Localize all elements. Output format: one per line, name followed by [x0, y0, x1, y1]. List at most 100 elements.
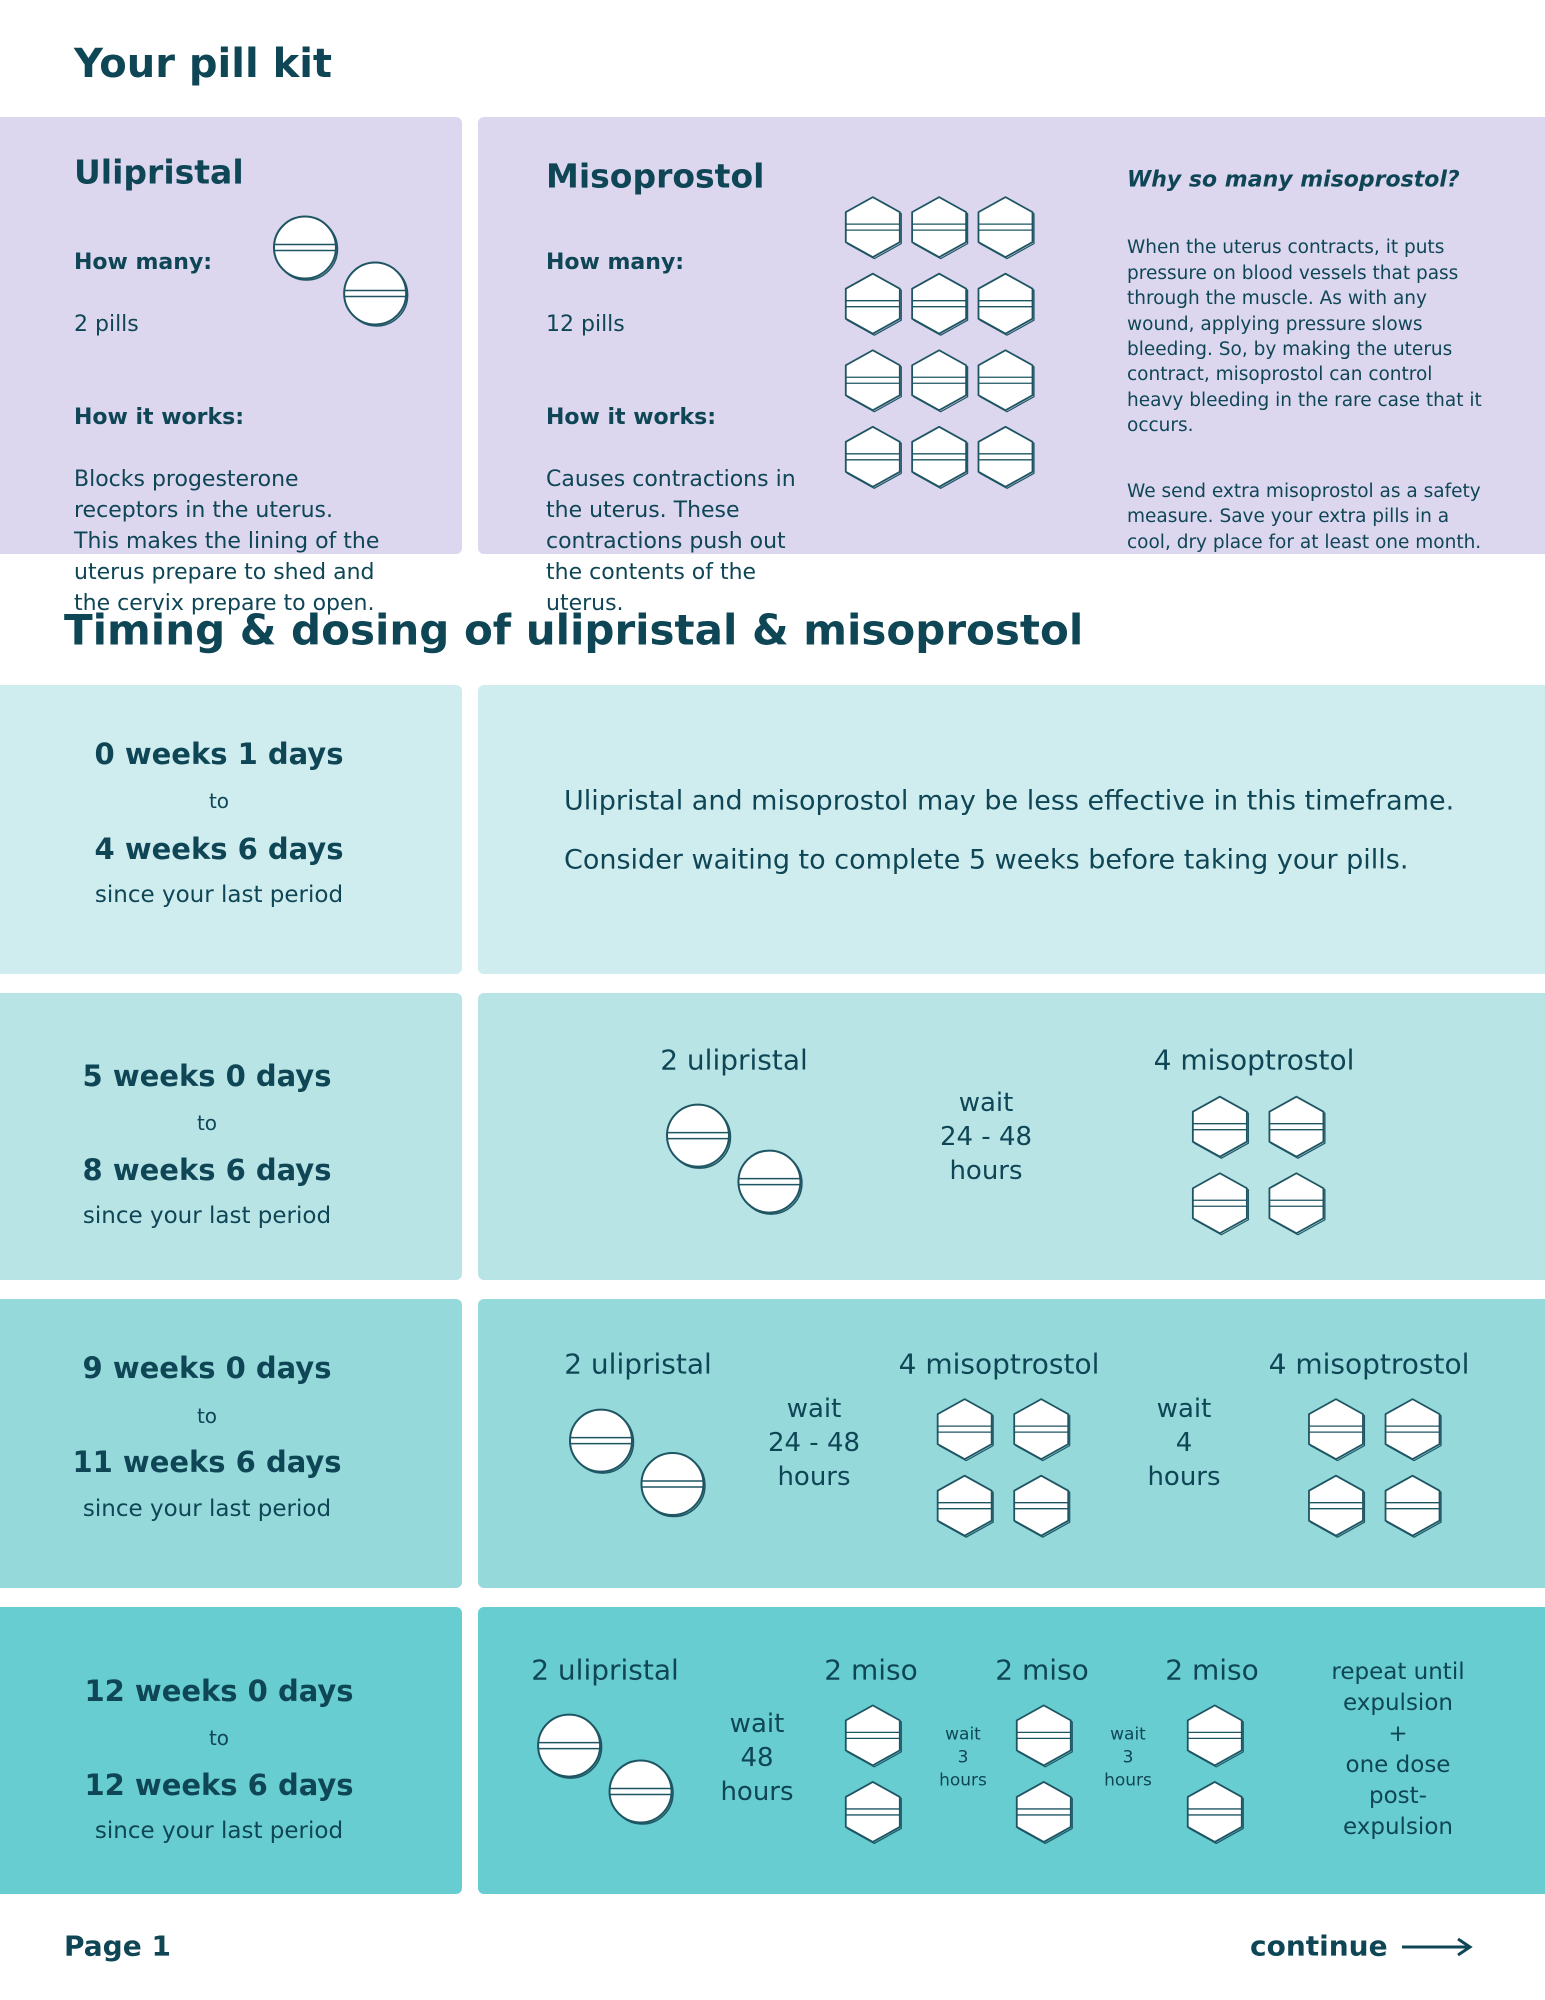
row-cell — [478, 685, 1545, 974]
round-pill — [568, 1408, 635, 1474]
pill-part — [1384, 1398, 1441, 1461]
pill-part — [665, 1103, 730, 1168]
pill-part — [911, 272, 968, 335]
hex-pill — [844, 1781, 902, 1845]
hex-pill — [1186, 1781, 1244, 1845]
round-pill — [737, 1149, 803, 1215]
description: Causes contractions in the uterus. These… — [546, 467, 796, 616]
row-cell — [0, 993, 462, 1280]
paragraph: We send extra misoprostol as a safety me… — [1127, 481, 1482, 553]
panel — [0, 117, 462, 554]
paragraph: When the uterus contracts, it puts press… — [1127, 237, 1482, 437]
label: How it works: — [74, 405, 245, 430]
pill-part — [1191, 1172, 1248, 1235]
hex-pill — [1015, 1704, 1073, 1768]
range-start: 9 weeks 0 days — [82, 1351, 332, 1385]
page-title: Your pill kit — [74, 41, 333, 87]
why-title: Why so many misoprostol? — [1127, 167, 1460, 193]
pill-part — [911, 425, 968, 488]
hex-pill — [911, 196, 969, 260]
dose-label: 2 ulipristal — [660, 1043, 808, 1077]
row-cell — [0, 685, 462, 974]
pill-part — [844, 425, 901, 488]
range-note: since your last period — [82, 1203, 332, 1229]
wait: wait 4 hours — [1147, 1394, 1221, 1492]
pill-part — [1015, 1704, 1072, 1767]
pill-part — [844, 1704, 901, 1767]
hex-pill — [844, 425, 902, 489]
pill-part — [1013, 1474, 1070, 1537]
hex-pill — [911, 425, 969, 489]
range-to: to — [208, 1726, 230, 1750]
range-note: since your last period — [94, 882, 344, 908]
pill-part — [608, 1759, 673, 1824]
wait: wait 48 hours — [720, 1709, 794, 1807]
hex-pill — [1384, 1474, 1442, 1538]
hex-pill — [1013, 1398, 1071, 1462]
pill-part — [911, 349, 968, 412]
range-start: 12 weeks 0 days — [84, 1674, 354, 1708]
dose-label: 2 ulipristal — [531, 1653, 679, 1687]
hex-pill — [1013, 1474, 1071, 1538]
label: How many: — [74, 250, 213, 275]
continue-link[interactable]: continue — [1250, 1929, 1388, 1963]
row-cell — [0, 1607, 462, 1894]
round-pill — [272, 215, 339, 281]
pill-part — [1186, 1704, 1243, 1767]
repeat-note: repeat until expulsion + one dose post-e… — [1331, 1659, 1465, 1840]
hex-pill — [844, 196, 902, 260]
hex-pill — [844, 349, 902, 413]
pill-part — [737, 1149, 802, 1214]
wait: wait 3 hours — [1104, 1724, 1152, 1791]
pill-part — [537, 1713, 602, 1778]
round-pill — [343, 261, 409, 327]
pill-part — [1013, 1398, 1070, 1461]
dose-label: 4 misoptrostol — [898, 1347, 1100, 1381]
range-start: 0 weeks 1 days — [94, 737, 344, 771]
range-start: 5 weeks 0 days — [82, 1059, 332, 1093]
drug-name: Misoprostol — [546, 156, 765, 196]
wait: wait 24 - 48 hours — [939, 1088, 1033, 1186]
hex-pill — [936, 1398, 994, 1462]
hex-pill — [911, 349, 969, 413]
drug-info: How many: 2 pills How it works: Blocks p… — [74, 216, 384, 681]
pill-part — [977, 425, 1034, 488]
pill-part — [936, 1474, 993, 1537]
hex-pill — [1191, 1095, 1249, 1159]
pill-part — [844, 349, 901, 412]
range-to: to — [196, 1111, 218, 1135]
range-end: 11 weeks 6 days — [72, 1445, 342, 1479]
pill-part — [1384, 1474, 1441, 1537]
hex-pill — [1308, 1474, 1366, 1538]
hex-pill — [977, 349, 1035, 413]
range-end: 12 weeks 6 days — [84, 1768, 354, 1802]
hex-pill — [1268, 1172, 1326, 1236]
hex-pill — [1268, 1095, 1326, 1159]
hex-pill — [977, 272, 1035, 336]
pill-part — [568, 1408, 633, 1473]
pill-part — [272, 215, 337, 280]
arrow-head[interactable] — [1457, 1937, 1473, 1957]
pill-part — [844, 272, 901, 335]
round-pill — [608, 1759, 674, 1825]
range-end: 8 weeks 6 days — [82, 1153, 332, 1187]
note: Consider waiting to complete 5 weeks bef… — [564, 844, 1409, 876]
drug-info: How many: 12 pills How it works: Causes … — [546, 216, 804, 681]
pill-part — [1186, 1781, 1243, 1843]
note: Ulipristal and misoprostol may be less e… — [564, 785, 1455, 817]
page-number: Page 1 — [64, 1929, 171, 1963]
drug-name: Ulipristal — [74, 152, 244, 192]
dose-label: 2 ulipristal — [564, 1347, 712, 1381]
row-cell — [478, 1607, 1545, 1894]
hex-pill — [1015, 1781, 1073, 1845]
pill-part — [844, 1781, 901, 1843]
pill-part — [1308, 1474, 1364, 1537]
pill-part — [1308, 1398, 1364, 1461]
dose-label: 2 miso — [1165, 1653, 1259, 1687]
label: How it works: — [546, 405, 717, 430]
dose-label: 4 misoptrostol — [1153, 1043, 1355, 1077]
section-title: Timing & dosing of ulipristal & misopros… — [64, 605, 1084, 655]
wait: wait 24 - 48 hours — [767, 1394, 861, 1492]
pill-part — [977, 196, 1034, 259]
dose-label: 2 miso — [995, 1653, 1089, 1687]
